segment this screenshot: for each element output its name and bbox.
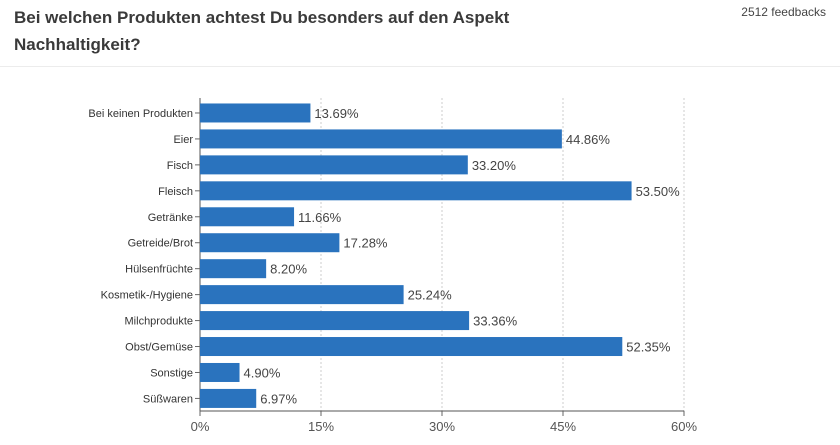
- bar: [200, 103, 311, 123]
- category-label: Bei keinen Produkten: [88, 108, 193, 120]
- value-label: 6.97%: [260, 391, 297, 406]
- value-label: 52.35%: [626, 340, 671, 355]
- bar: [200, 207, 295, 227]
- value-label: 13.69%: [314, 106, 359, 121]
- x-tick-label: 15%: [308, 419, 334, 434]
- bar: [200, 311, 470, 331]
- bar-chart: 0% 15% 30% 45% 60% Bei keinen Produkten 13.69%…: [88, 98, 697, 434]
- bar: [200, 233, 340, 253]
- bar: [200, 388, 257, 408]
- category-label: Süßwaren: [143, 393, 193, 405]
- category-label: Milchprodukte: [125, 316, 193, 328]
- category-label: Getreide/Brot: [128, 238, 193, 250]
- x-tick-label: 0%: [191, 419, 210, 434]
- chart-area: 0% 15% 30% 45% 60% Bei keinen Produkten 13.69%…: [0, 66, 840, 440]
- category-label: Fisch: [167, 160, 193, 172]
- category-label: Fleisch: [158, 186, 193, 198]
- bar: [200, 155, 468, 175]
- chart-header: Bei welchen Produkten achtest Du besonde…: [0, 0, 840, 67]
- x-tick-label: 60%: [671, 419, 697, 434]
- category-label: Obst/Gemüse: [125, 342, 193, 354]
- x-tick-label: 30%: [429, 419, 455, 434]
- category-label: Sonstige: [150, 367, 193, 379]
- category-label: Kosmetik-/Hygiene: [101, 290, 193, 302]
- chart-question-title: Bei welchen Produkten achtest Du besonde…: [14, 8, 510, 54]
- bar: [200, 259, 267, 279]
- x-tick-label: 45%: [550, 419, 576, 434]
- value-label: 44.86%: [566, 132, 611, 147]
- value-label: 33.20%: [472, 158, 517, 173]
- bar: [200, 129, 562, 149]
- value-label: 53.50%: [636, 184, 681, 199]
- value-label: 4.90%: [244, 365, 281, 380]
- bar: [200, 285, 404, 305]
- value-label: 33.36%: [473, 314, 518, 329]
- value-label: 11.66%: [298, 210, 342, 225]
- value-label: 8.20%: [270, 262, 307, 277]
- bar: [200, 181, 632, 201]
- bar: [200, 362, 240, 382]
- category-label: Getränke: [148, 212, 193, 224]
- category-label: Hülsenfrüchte: [125, 264, 193, 276]
- feedback-count: 2512 feedbacks: [741, 5, 826, 19]
- bar: [200, 337, 623, 357]
- value-label: 17.28%: [343, 236, 388, 251]
- category-label: Eier: [173, 134, 193, 146]
- value-label: 25.24%: [408, 288, 453, 303]
